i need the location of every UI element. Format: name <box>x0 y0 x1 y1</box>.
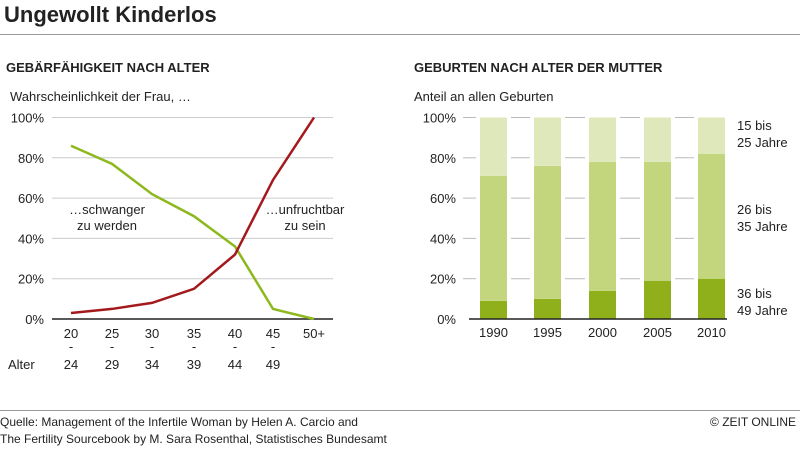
page-title: Ungewollt Kinderlos <box>4 2 217 27</box>
x-tick-label: - <box>271 339 275 354</box>
y-tick-label: 60% <box>430 191 456 206</box>
bar-segment <box>644 161 671 281</box>
x-tick-label: 30 <box>145 326 159 341</box>
legend-label: 25 Jahre <box>737 135 788 150</box>
bar-chart-title: GEBURTEN NACH ALTER DER MUTTER <box>414 60 663 75</box>
x-tick-label: 25 <box>105 326 119 341</box>
bar-segment <box>534 165 561 299</box>
y-tick-label: 0% <box>437 312 456 327</box>
x-tick-label: - <box>110 339 114 354</box>
bar-segment <box>644 117 671 162</box>
y-tick-label: 40% <box>18 231 44 246</box>
bar-segment <box>589 117 616 162</box>
y-tick-label: 100% <box>423 111 457 126</box>
x-tick-label: 49 <box>266 357 280 372</box>
x-tick-label: - <box>69 339 73 354</box>
x-tick-label: 34 <box>145 357 159 372</box>
y-tick-label: 20% <box>430 272 456 287</box>
y-tick-label: 60% <box>18 191 44 206</box>
x-tick-label: - <box>192 339 196 354</box>
x-tick-label: 40 <box>228 326 242 341</box>
x-tick-label: 1995 <box>533 325 562 340</box>
bar-segment <box>589 290 616 319</box>
bar-segment <box>698 117 725 154</box>
bar-segment <box>589 161 616 291</box>
legend-label: 26 bis <box>737 202 772 217</box>
divider <box>0 34 800 35</box>
x-tick-label: 2005 <box>643 325 672 340</box>
x-tick-label: 39 <box>187 357 201 372</box>
series-label: zu werden <box>77 218 137 233</box>
series-label: …unfruchtbar <box>266 202 345 217</box>
line-chart-title: GEBÄRFÄHIGKEIT NACH ALTER <box>6 60 210 75</box>
x-tick-label: 20 <box>64 326 78 341</box>
x-tick-label: 2000 <box>588 325 617 340</box>
series-label: …schwanger <box>69 202 146 217</box>
credit: © ZEIT ONLINE <box>710 415 796 429</box>
x-tick-label: 29 <box>105 357 119 372</box>
x-tick-label: 1990 <box>479 325 508 340</box>
bar-segment <box>698 153 725 279</box>
bar-segment <box>480 117 507 176</box>
bar-segment <box>644 280 671 319</box>
legend-label: 15 bis <box>737 118 772 133</box>
x-tick-label: 2010 <box>697 325 726 340</box>
x-tick-label: 45 <box>266 326 280 341</box>
source-text: Quelle: Management of the Infertile Woma… <box>0 414 387 448</box>
x-tick-label: 35 <box>187 326 201 341</box>
x-tick-label: 44 <box>228 357 242 372</box>
x-axis-label: Alter <box>8 357 35 372</box>
bar-segment <box>480 300 507 319</box>
y-tick-label: 20% <box>18 272 44 287</box>
legend-label: 49 Jahre <box>737 303 788 318</box>
bar-chart-subtitle: Anteil an allen Geburten <box>414 89 554 104</box>
legend-label: 36 bis <box>737 286 772 301</box>
legend-label: 35 Jahre <box>737 219 788 234</box>
x-tick-label: - <box>150 339 154 354</box>
divider <box>0 410 800 411</box>
x-tick-label: - <box>233 339 237 354</box>
bar-segment <box>534 117 561 166</box>
y-tick-label: 0% <box>25 312 44 327</box>
charts: 0%20%40%60%80%100%20-2425-2930-3435-3940… <box>8 111 788 373</box>
bar-segment <box>698 278 725 319</box>
bar-segment <box>480 175 507 301</box>
y-tick-label: 80% <box>18 151 44 166</box>
x-tick-label: 50+ <box>303 326 325 341</box>
y-tick-label: 100% <box>11 111 45 126</box>
source-line: Quelle: Management of the Infertile Woma… <box>0 415 358 429</box>
series-label: zu sein <box>284 218 325 233</box>
source-line: The Fertility Sourcebook by M. Sara Rose… <box>0 432 387 446</box>
y-tick-label: 40% <box>430 231 456 246</box>
y-tick-label: 80% <box>430 151 456 166</box>
x-tick-label: 24 <box>64 357 78 372</box>
bar-segment <box>534 298 561 319</box>
line-chart-subtitle: Wahrscheinlichkeit der Frau, … <box>10 89 191 104</box>
